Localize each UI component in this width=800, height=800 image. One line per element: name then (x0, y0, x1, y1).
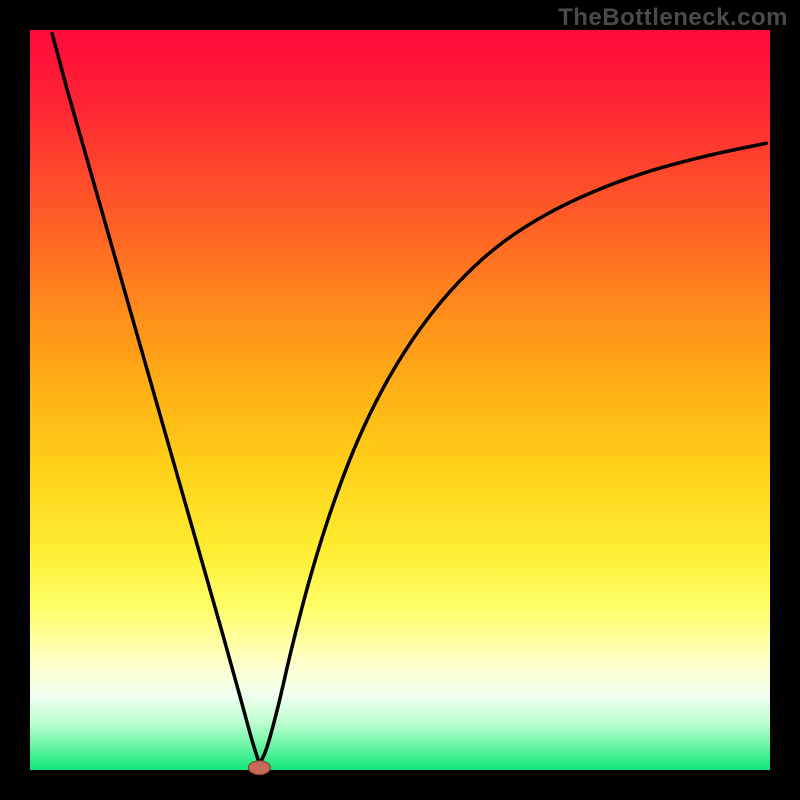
plot-background-gradient (30, 30, 770, 770)
valley-marker (248, 761, 270, 775)
bottleneck-chart (0, 0, 800, 800)
watermark-text: TheBottleneck.com (558, 4, 788, 32)
chart-container: TheBottleneck.com (0, 0, 800, 800)
